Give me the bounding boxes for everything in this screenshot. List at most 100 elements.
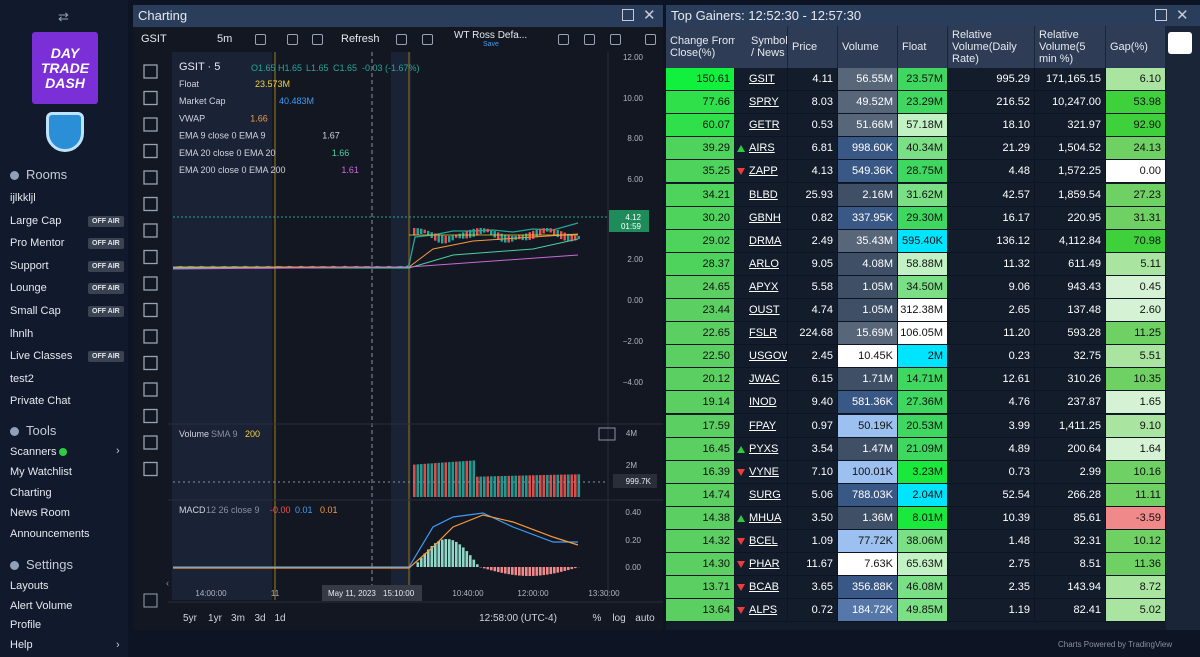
symbol-link[interactable]: FSLR [747, 322, 788, 346]
room-link[interactable]: lhnlh [10, 327, 34, 340]
drawing-tool[interactable] [143, 329, 158, 344]
drawing-tool[interactable] [143, 196, 158, 212]
symbol-link[interactable]: DRMA [747, 229, 788, 253]
tool-link[interactable]: My Watchlist [10, 466, 72, 479]
symbol-link[interactable]: SPRY [747, 91, 788, 115]
column-header[interactable]: Relative Volume(Daily Rate) [948, 26, 1035, 68]
drawing-tool[interactable] [143, 170, 158, 185]
toolbar-icon[interactable] [396, 34, 407, 45]
range-button[interactable]: 3d [254, 613, 265, 624]
drawing-tool[interactable] [143, 249, 158, 265]
popout-icon[interactable] [622, 9, 634, 21]
symbol-link[interactable]: APYX [747, 275, 788, 299]
layout-name[interactable]: WT Ross Defa... [454, 30, 528, 41]
settings-link[interactable]: Alert Volume [10, 599, 73, 612]
scale-option[interactable]: % [593, 613, 602, 624]
symbol-link[interactable]: BLBD [747, 183, 788, 207]
symbol-link[interactable]: ALPS [747, 599, 788, 623]
room-link[interactable]: Small Cap [10, 305, 61, 317]
toolbar-icon[interactable] [645, 34, 656, 45]
tool-link[interactable]: Scanners [10, 446, 57, 458]
drawing-tool[interactable] [143, 223, 158, 238]
settings-link[interactable]: Profile [10, 619, 42, 632]
range-button[interactable]: 5yr [183, 613, 198, 624]
symbol-link[interactable]: FPAY [747, 414, 788, 438]
symbol-link[interactable]: GETR [747, 114, 788, 138]
settings-link[interactable]: Layouts [10, 580, 49, 592]
drawing-tool[interactable] [143, 408, 158, 424]
candle [493, 231, 496, 238]
symbol-link[interactable]: MHUA [747, 506, 788, 530]
tool-link[interactable]: Charting [10, 486, 52, 499]
range-button[interactable]: 1yr [208, 613, 223, 624]
room-link[interactable]: Support [10, 259, 49, 272]
close-icon[interactable]: ✕ [1176, 7, 1189, 24]
macd-hist [574, 567, 577, 569]
symbol-input[interactable]: GSIT [141, 33, 167, 45]
toolbar-icon[interactable] [287, 34, 298, 45]
interval[interactable]: 5m [217, 33, 233, 45]
symbol-link[interactable]: USGOW [747, 345, 788, 369]
settings-link[interactable]: Help [10, 638, 33, 651]
drawing-tool[interactable] [143, 90, 158, 106]
toolbar-icon[interactable] [610, 34, 621, 45]
swap-icon[interactable]: ⇄ [58, 9, 69, 24]
symbol-link[interactable]: ZAPP [747, 160, 788, 184]
drawing-tool[interactable] [143, 117, 158, 132]
scale-option[interactable]: auto [635, 613, 655, 624]
column-header[interactable]: Relative Volume(5 min %) [1035, 26, 1106, 68]
symbol-link[interactable]: VYNE [747, 460, 788, 484]
range-button[interactable]: 3m [231, 613, 245, 624]
symbol-link[interactable]: OUST [747, 299, 788, 322]
toolbar-icon[interactable] [255, 34, 266, 45]
symbol-link[interactable]: PYXS [747, 437, 788, 461]
pane-menu[interactable] [598, 427, 616, 441]
room-link[interactable]: Pro Mentor [10, 237, 65, 250]
drawing-tool[interactable] [143, 276, 158, 291]
column-header[interactable]: Float [898, 26, 948, 68]
tool-link[interactable]: Announcements [10, 527, 90, 540]
scale-option[interactable]: log [612, 613, 625, 624]
drawing-tool[interactable] [143, 64, 158, 79]
symbol-link[interactable]: GSIT [747, 68, 788, 91]
column-header[interactable]: Volume [838, 26, 898, 68]
table-cell: 92.90 [1106, 114, 1166, 138]
room-link[interactable]: test2 [10, 372, 34, 385]
drawing-tool[interactable] [143, 302, 158, 318]
symbol-link[interactable]: PHAR [747, 553, 788, 577]
trend-icon [737, 168, 745, 176]
symbol-link[interactable]: INOD [747, 391, 788, 415]
symbol-link[interactable]: BCAB [747, 576, 788, 600]
toolbar-icon[interactable] [422, 34, 433, 45]
symbol-link[interactable]: SURG [747, 483, 788, 507]
drawing-tool[interactable] [143, 461, 158, 477]
drawing-tool[interactable] [143, 143, 158, 159]
popout-icon[interactable] [1155, 9, 1167, 21]
tool-link[interactable]: News Room [10, 507, 70, 520]
column-header[interactable]: Price [788, 26, 838, 68]
toolbar-icon[interactable] [312, 34, 323, 45]
table-cell: 24.65 [666, 275, 735, 299]
symbol-link[interactable]: JWAC [747, 368, 788, 392]
room-link[interactable]: Lounge [10, 282, 47, 295]
symbol-link[interactable]: GBNH [747, 206, 788, 230]
drawing-tool[interactable] [143, 355, 158, 371]
refresh-button[interactable]: Refresh [341, 33, 380, 45]
toolbar-icon[interactable] [558, 34, 569, 45]
legend-low: L1.65 [306, 63, 329, 73]
room-link[interactable]: Live Classes [10, 350, 73, 363]
room-link[interactable]: ijlkkljl [10, 192, 36, 204]
link-button[interactable] [1168, 32, 1192, 54]
symbol-link[interactable]: ARLO [747, 252, 788, 276]
symbol-link[interactable]: BCEL [747, 530, 788, 553]
range-button[interactable]: 1d [274, 613, 285, 624]
column-header[interactable]: Gap(%) [1106, 26, 1166, 68]
column-header[interactable]: Symbol / News [747, 26, 788, 68]
drawing-tool[interactable] [143, 382, 158, 397]
close-icon[interactable]: ✕ [643, 7, 656, 24]
drawing-tool[interactable] [143, 435, 158, 450]
room-link[interactable]: Private Chat [10, 395, 71, 408]
room-link[interactable]: Large Cap [10, 214, 62, 227]
symbol-link[interactable]: AIRS [747, 137, 788, 161]
toolbar-icon[interactable] [584, 34, 595, 45]
